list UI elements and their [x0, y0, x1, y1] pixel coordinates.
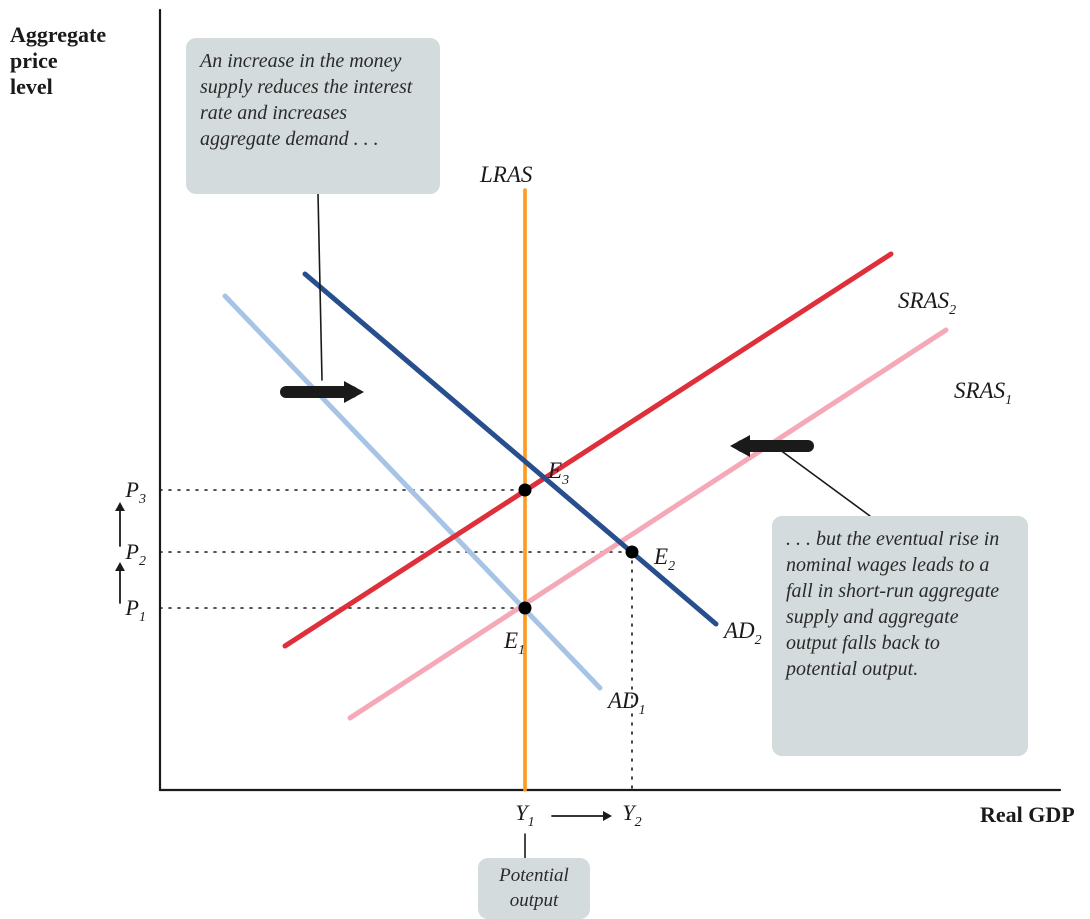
- ad1-line: [225, 296, 600, 688]
- tick-y2: Y2: [622, 800, 641, 830]
- tick-y1: Y1: [515, 800, 534, 830]
- label-e1: E1: [503, 628, 525, 658]
- tick-p2: P2: [125, 539, 146, 569]
- tick-p1: P1: [125, 595, 146, 625]
- sras2-label: SRAS2: [898, 288, 956, 318]
- label-e2: E2: [653, 544, 675, 574]
- point-e3: [519, 484, 532, 497]
- tick-p3: P3: [125, 477, 146, 507]
- sras1-label: SRAS1: [954, 378, 1012, 408]
- ad2-line: [305, 274, 716, 624]
- point-e1: [519, 602, 532, 615]
- callout-nominal-wages: . . . but the eventual rise in nominal w…: [772, 516, 1028, 756]
- x-axis-title: Real GDP: [980, 802, 1075, 827]
- potential-output-label: Potential output: [478, 858, 590, 919]
- y-axis-title: price: [10, 48, 58, 73]
- lras-label: LRAS: [479, 162, 533, 187]
- callout2-leader: [772, 444, 870, 516]
- y-axis-title: level: [10, 74, 53, 99]
- point-e2: [626, 546, 639, 559]
- ad1-label: AD1: [606, 688, 646, 718]
- callout-money-supply: An increase in the money supply reduces …: [186, 38, 440, 194]
- ad2-label: AD2: [722, 618, 762, 648]
- y-axis-title: Aggregate: [10, 22, 106, 47]
